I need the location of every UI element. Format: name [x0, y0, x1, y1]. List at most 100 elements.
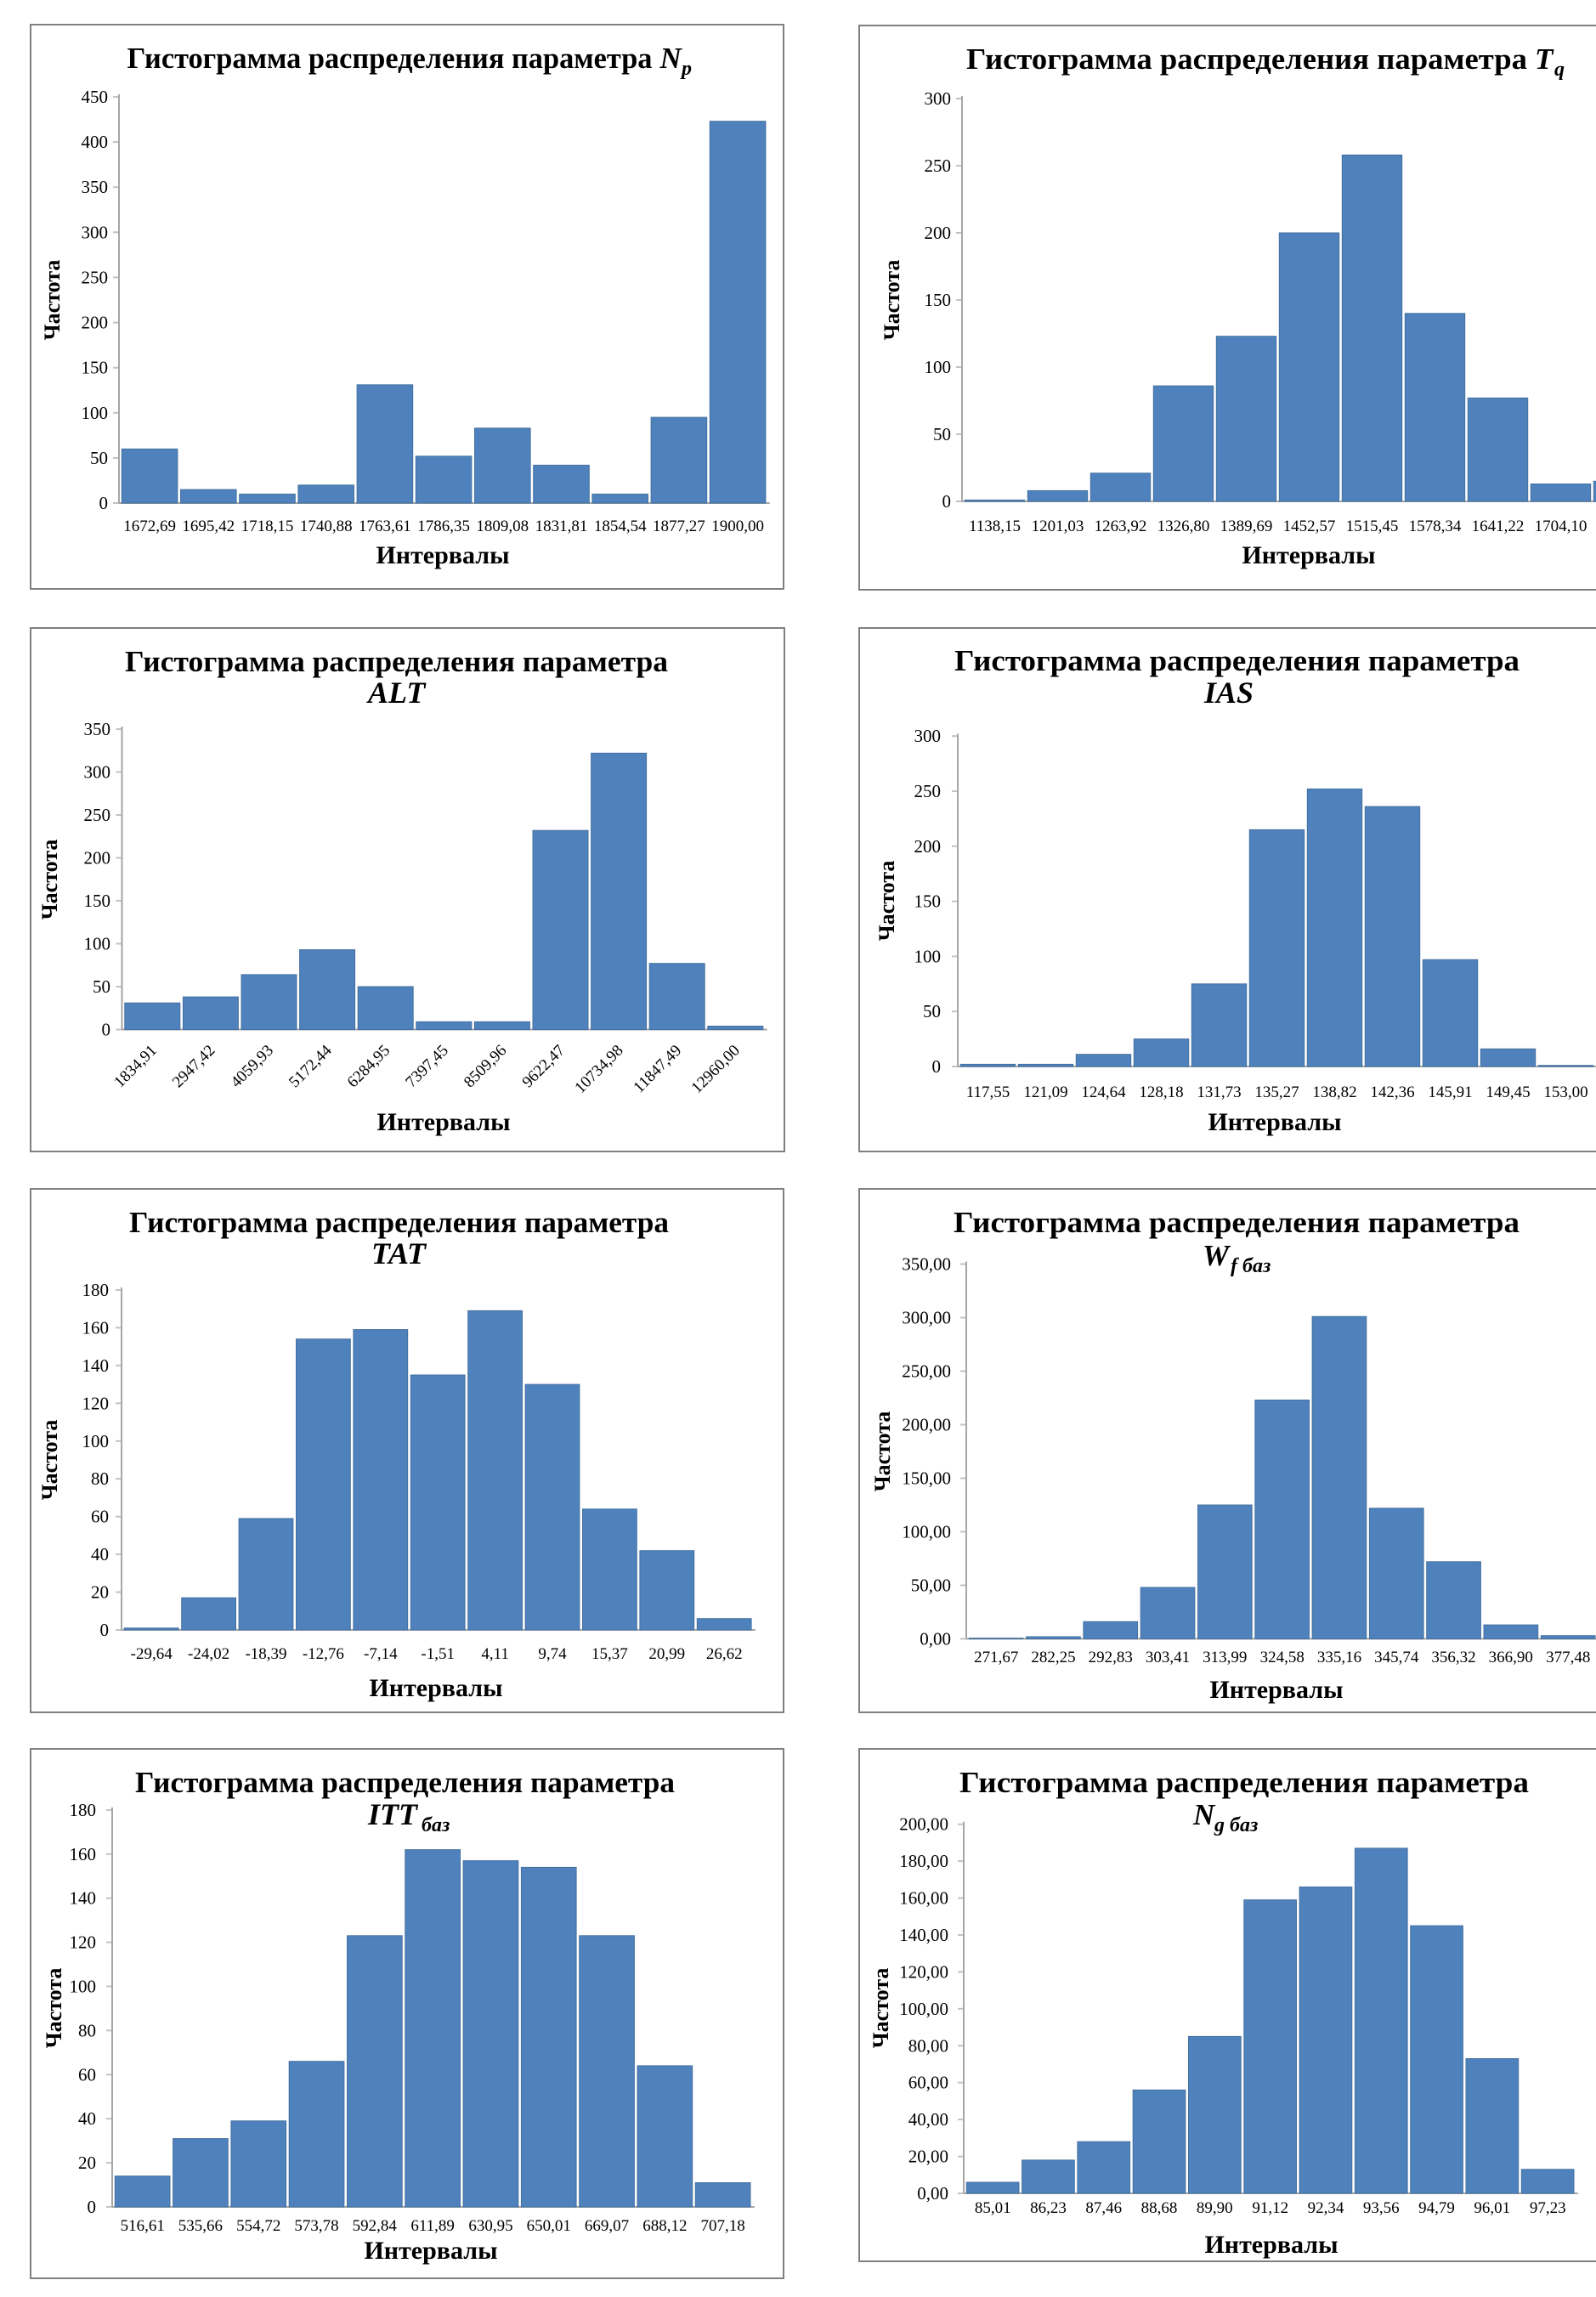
svg-text:80: 80 — [91, 1468, 109, 1489]
svg-text:450: 450 — [82, 87, 109, 107]
svg-text:50,00: 50,00 — [911, 1576, 951, 1596]
svg-text:200: 200 — [84, 848, 111, 868]
svg-text:20: 20 — [91, 1582, 109, 1603]
svg-text:Частота: Частота — [870, 1412, 895, 1492]
svg-text:669,07: 669,07 — [585, 2217, 629, 2235]
svg-text:200: 200 — [82, 313, 109, 333]
svg-text:W: W — [1203, 1239, 1231, 1272]
svg-text:611,89: 611,89 — [410, 2217, 455, 2235]
svg-text:1695,42: 1695,42 — [182, 518, 235, 535]
svg-text:100,00: 100,00 — [899, 1999, 948, 2019]
svg-text:282,25: 282,25 — [1031, 1649, 1075, 1666]
svg-text:100: 100 — [925, 357, 952, 377]
svg-text:1263,92: 1263,92 — [1095, 518, 1147, 535]
svg-text:200,00: 200,00 — [899, 1814, 948, 1835]
svg-text:135,27: 135,27 — [1254, 1083, 1299, 1101]
svg-text:80: 80 — [78, 2020, 96, 2040]
svg-text:0: 0 — [88, 2197, 97, 2217]
svg-text:1786,35: 1786,35 — [417, 518, 470, 535]
svg-text:-29,64: -29,64 — [131, 1645, 173, 1663]
svg-text:153,00: 153,00 — [1543, 1083, 1588, 1101]
svg-text:1740,88: 1740,88 — [300, 518, 353, 535]
svg-text:300,00: 300,00 — [902, 1308, 951, 1328]
svg-text:1704,10: 1704,10 — [1535, 518, 1588, 535]
svg-text:535,66: 535,66 — [178, 2217, 223, 2235]
svg-text:60,00: 60,00 — [908, 2073, 948, 2093]
svg-text:1877,27: 1877,27 — [653, 518, 705, 535]
svg-text:Частота: Частота — [37, 840, 62, 920]
svg-text:573,78: 573,78 — [294, 2217, 338, 2235]
svg-text:-24,02: -24,02 — [188, 1645, 229, 1663]
svg-text:160: 160 — [70, 1844, 97, 1864]
svg-text:120: 120 — [70, 1932, 97, 1953]
svg-text:1138,15: 1138,15 — [969, 518, 1021, 535]
svg-text:0: 0 — [100, 1620, 110, 1640]
svg-text:баз: баз — [422, 1814, 450, 1836]
svg-text:Гистограмма распределения пара: Гистограмма распределения параметра — [135, 1766, 675, 1799]
svg-text:Интервалы: Интервалы — [369, 1674, 502, 1702]
svg-text:300: 300 — [914, 726, 942, 746]
svg-text:0: 0 — [99, 493, 109, 513]
svg-text:Частота: Частота — [37, 1420, 62, 1501]
svg-text:707,18: 707,18 — [700, 2217, 744, 2235]
svg-text:Гистограмма распределения пара: Гистограмма распределения параметра — [125, 645, 668, 678]
svg-text:97,23: 97,23 — [1530, 2199, 1566, 2217]
svg-text:IAS: IAS — [1203, 676, 1254, 710]
svg-text:180,00: 180,00 — [899, 1851, 948, 1871]
svg-text:-12,76: -12,76 — [303, 1645, 344, 1663]
svg-text:250,00: 250,00 — [902, 1361, 951, 1382]
svg-text:80,00: 80,00 — [908, 2035, 948, 2056]
svg-text:1201,03: 1201,03 — [1032, 518, 1084, 535]
svg-text:40: 40 — [91, 1544, 109, 1564]
svg-text:0: 0 — [942, 491, 952, 512]
svg-text:350: 350 — [82, 177, 109, 197]
svg-text:1854,54: 1854,54 — [594, 518, 647, 535]
svg-text:Частота: Частота — [874, 861, 899, 942]
svg-text:50: 50 — [93, 976, 110, 997]
svg-text:f баз: f баз — [1231, 1255, 1271, 1277]
svg-text:Частота: Частота — [869, 1968, 893, 2049]
svg-text:Частота: Частота — [42, 1968, 66, 2049]
svg-text:140: 140 — [70, 1888, 97, 1909]
svg-text:Гистограмма распределения пара: Гистограмма распределения параметра — [966, 42, 1527, 76]
svg-text:142,36: 142,36 — [1370, 1083, 1414, 1101]
svg-text:200: 200 — [914, 836, 942, 857]
svg-text:Интервалы: Интервалы — [1242, 541, 1375, 569]
svg-text:300: 300 — [82, 222, 109, 242]
svg-text:50: 50 — [923, 1001, 941, 1021]
svg-text:60: 60 — [78, 2064, 96, 2085]
svg-text:85,01: 85,01 — [975, 2199, 1011, 2217]
svg-text:131,73: 131,73 — [1197, 1083, 1241, 1101]
svg-text:Гистограмма распределения пара: Гистограмма распределения параметра — [129, 1206, 669, 1239]
svg-text:300: 300 — [84, 762, 111, 783]
svg-text:100,00: 100,00 — [902, 1522, 951, 1542]
svg-text:140,00: 140,00 — [899, 1925, 948, 1945]
svg-text:688,12: 688,12 — [642, 2217, 687, 2235]
svg-text:140: 140 — [82, 1355, 110, 1376]
svg-text:20,00: 20,00 — [908, 2147, 948, 2167]
svg-text:180: 180 — [82, 1280, 110, 1300]
svg-text:50: 50 — [933, 424, 951, 444]
svg-text:q: q — [1554, 59, 1565, 81]
svg-text:N: N — [659, 42, 683, 75]
svg-text:592,84: 592,84 — [353, 2217, 398, 2235]
svg-text:356,32: 356,32 — [1431, 1649, 1475, 1666]
svg-text:292,83: 292,83 — [1089, 1649, 1133, 1666]
svg-text:345,74: 345,74 — [1374, 1649, 1419, 1666]
svg-text:160,00: 160,00 — [899, 1888, 948, 1909]
svg-text:138,82: 138,82 — [1312, 1083, 1356, 1101]
svg-text:1578,34: 1578,34 — [1409, 518, 1462, 535]
svg-text:1831,81: 1831,81 — [535, 518, 588, 535]
svg-text:50: 50 — [90, 448, 108, 468]
svg-text:93,56: 93,56 — [1363, 2199, 1400, 2217]
svg-text:20: 20 — [78, 2153, 96, 2173]
svg-text:Гистограмма распределения пара: Гистограмма распределения параметра — [954, 1206, 1520, 1239]
svg-text:324,58: 324,58 — [1260, 1649, 1305, 1666]
svg-text:200: 200 — [925, 223, 952, 243]
svg-text:250: 250 — [82, 267, 109, 287]
svg-text:Интервалы: Интервалы — [1204, 2231, 1338, 2259]
svg-text:650,01: 650,01 — [527, 2217, 571, 2235]
svg-text:87,46: 87,46 — [1085, 2199, 1122, 2217]
svg-text:150,00: 150,00 — [902, 1468, 951, 1489]
svg-text:1763,61: 1763,61 — [359, 518, 411, 535]
